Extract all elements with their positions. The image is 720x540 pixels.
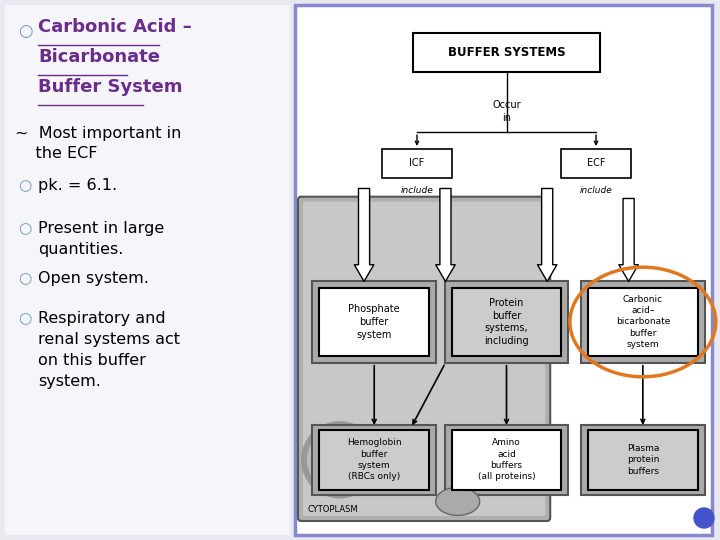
Text: Protein
buffer
systems,
including: Protein buffer systems, including xyxy=(484,298,528,346)
Text: ○: ○ xyxy=(18,271,31,286)
Text: Carbonic Acid –: Carbonic Acid – xyxy=(38,18,192,36)
Bar xyxy=(444,281,569,363)
Text: Carbonic
acid–
bicarbonate
buffer
system: Carbonic acid– bicarbonate buffer system xyxy=(616,295,670,349)
Text: Respiratory and
renal systems act
on this buffer
system.: Respiratory and renal systems act on thi… xyxy=(38,311,180,389)
Text: Open system.: Open system. xyxy=(38,271,149,286)
FancyArrowPatch shape xyxy=(537,188,557,281)
Text: Bicarbonate: Bicarbonate xyxy=(38,48,160,66)
Text: include: include xyxy=(580,186,613,195)
Text: ~  Most important in: ~ Most important in xyxy=(15,126,181,141)
Text: BUFFER SYSTEMS: BUFFER SYSTEMS xyxy=(448,46,565,59)
Bar xyxy=(319,288,429,356)
Ellipse shape xyxy=(436,488,480,515)
Bar xyxy=(581,425,705,495)
Bar xyxy=(319,430,429,490)
Bar xyxy=(312,281,436,363)
Text: Buffer System: Buffer System xyxy=(38,78,182,96)
Text: Present in large
quantities.: Present in large quantities. xyxy=(38,221,164,257)
Circle shape xyxy=(694,508,714,528)
Text: Amino
acid
buffers
(all proteins): Amino acid buffers (all proteins) xyxy=(477,438,535,482)
Text: ICF: ICF xyxy=(410,158,425,168)
Text: Phosphate
buffer
system: Phosphate buffer system xyxy=(348,304,400,340)
Text: include: include xyxy=(400,186,433,195)
Text: the ECF: the ECF xyxy=(15,146,97,161)
Circle shape xyxy=(307,428,372,492)
Text: Hemoglobin
buffer
system
(RBCs only): Hemoglobin buffer system (RBCs only) xyxy=(347,438,402,482)
Text: ○: ○ xyxy=(18,22,32,40)
Bar xyxy=(444,425,569,495)
Bar xyxy=(588,430,698,490)
FancyBboxPatch shape xyxy=(303,202,545,516)
Text: ECF: ECF xyxy=(587,158,606,168)
FancyBboxPatch shape xyxy=(298,197,550,521)
Bar xyxy=(581,281,705,363)
FancyArrowPatch shape xyxy=(619,199,639,281)
Bar xyxy=(588,288,698,356)
Bar xyxy=(451,430,562,490)
Bar xyxy=(451,288,562,356)
Circle shape xyxy=(302,422,377,498)
Bar xyxy=(5,5,290,535)
Text: CYTOPLASM: CYTOPLASM xyxy=(307,505,358,514)
Bar xyxy=(312,425,436,495)
Bar xyxy=(413,33,600,72)
Bar xyxy=(295,5,712,535)
Text: Plasma
protein
buffers: Plasma protein buffers xyxy=(626,444,659,476)
Bar xyxy=(382,149,451,178)
FancyArrowPatch shape xyxy=(436,188,455,281)
Text: Occur
in: Occur in xyxy=(492,100,521,123)
FancyArrowPatch shape xyxy=(354,188,374,281)
Text: ○: ○ xyxy=(18,221,31,236)
Text: ○: ○ xyxy=(18,311,31,326)
Text: ○: ○ xyxy=(18,178,31,193)
Text: pk. = 6.1.: pk. = 6.1. xyxy=(38,178,117,193)
Bar xyxy=(562,149,631,178)
